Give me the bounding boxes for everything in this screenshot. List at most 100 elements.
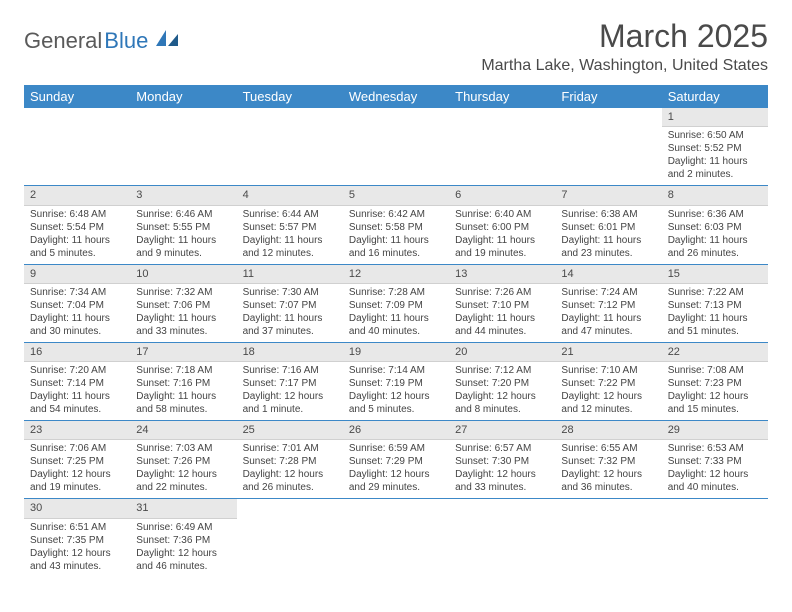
day-number: 18 [237,343,343,362]
daylight-text: Daylight: 11 hours and 30 minutes. [30,312,124,338]
daylight-text: Daylight: 12 hours and 15 minutes. [668,390,762,416]
daylight-text: Daylight: 12 hours and 1 minute. [243,390,337,416]
sunset-text: Sunset: 7:28 PM [243,455,337,468]
daylight-text: Daylight: 11 hours and 26 minutes. [668,234,762,260]
sunrise-text: Sunrise: 6:55 AM [561,442,655,455]
sunrise-text: Sunrise: 7:34 AM [30,286,124,299]
sunrise-text: Sunrise: 6:59 AM [349,442,443,455]
sunrise-text: Sunrise: 7:03 AM [136,442,230,455]
calendar-cell: 27Sunrise: 6:57 AMSunset: 7:30 PMDayligh… [449,421,555,499]
day-content: Sunrise: 7:28 AMSunset: 7:09 PMDaylight:… [343,284,449,342]
day-number: 30 [24,499,130,518]
day-number: 13 [449,265,555,284]
calendar-week: 30Sunrise: 6:51 AMSunset: 7:35 PMDayligh… [24,499,768,577]
sunset-text: Sunset: 7:09 PM [349,299,443,312]
sunrise-text: Sunrise: 7:24 AM [561,286,655,299]
sunrise-text: Sunrise: 7:01 AM [243,442,337,455]
sunrise-text: Sunrise: 6:36 AM [668,208,762,221]
day-content: Sunrise: 7:08 AMSunset: 7:23 PMDaylight:… [662,362,768,420]
sunset-text: Sunset: 7:04 PM [30,299,124,312]
sunset-text: Sunset: 7:26 PM [136,455,230,468]
sunrise-text: Sunrise: 6:50 AM [668,129,762,142]
calendar-cell: 2Sunrise: 6:48 AMSunset: 5:54 PMDaylight… [24,186,130,264]
day-content: Sunrise: 6:50 AMSunset: 5:52 PMDaylight:… [662,127,768,185]
sunrise-text: Sunrise: 7:06 AM [30,442,124,455]
sunset-text: Sunset: 7:23 PM [668,377,762,390]
calendar-table: SundayMondayTuesdayWednesdayThursdayFrid… [24,85,768,577]
daylight-text: Daylight: 12 hours and 29 minutes. [349,468,443,494]
calendar-cell [555,108,661,186]
sunset-text: Sunset: 5:58 PM [349,221,443,234]
daylight-text: Daylight: 12 hours and 33 minutes. [455,468,549,494]
location: Martha Lake, Washington, United States [481,57,768,75]
day-number: 9 [24,265,130,284]
calendar-week: 1Sunrise: 6:50 AMSunset: 5:52 PMDaylight… [24,108,768,186]
sunset-text: Sunset: 7:29 PM [349,455,443,468]
calendar-body: 1Sunrise: 6:50 AMSunset: 5:52 PMDaylight… [24,108,768,577]
sunset-text: Sunset: 7:20 PM [455,377,549,390]
day-content: Sunrise: 7:18 AMSunset: 7:16 PMDaylight:… [130,362,236,420]
sunset-text: Sunset: 7:07 PM [243,299,337,312]
sunset-text: Sunset: 7:10 PM [455,299,549,312]
calendar-cell [449,108,555,186]
day-number: 10 [130,265,236,284]
sunrise-text: Sunrise: 7:26 AM [455,286,549,299]
day-content: Sunrise: 7:32 AMSunset: 7:06 PMDaylight:… [130,284,236,342]
day-number: 4 [237,186,343,205]
calendar-cell: 25Sunrise: 7:01 AMSunset: 7:28 PMDayligh… [237,421,343,499]
day-number: 20 [449,343,555,362]
sunrise-text: Sunrise: 6:48 AM [30,208,124,221]
day-content: Sunrise: 7:20 AMSunset: 7:14 PMDaylight:… [24,362,130,420]
calendar-week: 23Sunrise: 7:06 AMSunset: 7:25 PMDayligh… [24,421,768,499]
calendar-cell [130,108,236,186]
daylight-text: Daylight: 12 hours and 46 minutes. [136,547,230,573]
day-content: Sunrise: 6:46 AMSunset: 5:55 PMDaylight:… [130,206,236,264]
sunrise-text: Sunrise: 7:10 AM [561,364,655,377]
day-number: 22 [662,343,768,362]
day-number: 15 [662,265,768,284]
calendar-cell [343,499,449,577]
day-content: Sunrise: 7:03 AMSunset: 7:26 PMDaylight:… [130,440,236,498]
weekday-header: Friday [555,85,661,108]
day-number: 25 [237,421,343,440]
sunrise-text: Sunrise: 6:57 AM [455,442,549,455]
daylight-text: Daylight: 11 hours and 23 minutes. [561,234,655,260]
calendar-cell: 8Sunrise: 6:36 AMSunset: 6:03 PMDaylight… [662,186,768,264]
day-number: 1 [662,108,768,127]
day-content: Sunrise: 6:38 AMSunset: 6:01 PMDaylight:… [555,206,661,264]
calendar-cell: 5Sunrise: 6:42 AMSunset: 5:58 PMDaylight… [343,186,449,264]
calendar-week: 9 Sunrise: 7:34 AMSunset: 7:04 PMDaylight… [24,264,768,342]
weekday-header: Saturday [662,85,768,108]
sunset-text: Sunset: 7:36 PM [136,534,230,547]
calendar-cell: 21Sunrise: 7:10 AMSunset: 7:22 PMDayligh… [555,342,661,420]
calendar-cell: 17Sunrise: 7:18 AMSunset: 7:16 PMDayligh… [130,342,236,420]
day-number: 27 [449,421,555,440]
day-content: Sunrise: 7:01 AMSunset: 7:28 PMDaylight:… [237,440,343,498]
sunrise-text: Sunrise: 7:28 AM [349,286,443,299]
sunset-text: Sunset: 7:14 PM [30,377,124,390]
daylight-text: Daylight: 12 hours and 40 minutes. [668,468,762,494]
daylight-text: Daylight: 11 hours and 16 minutes. [349,234,443,260]
weekday-header: Tuesday [237,85,343,108]
calendar-cell [555,499,661,577]
daylight-text: Daylight: 11 hours and 12 minutes. [243,234,337,260]
day-content: Sunrise: 7:16 AMSunset: 7:17 PMDaylight:… [237,362,343,420]
day-content: Sunrise: 6:44 AMSunset: 5:57 PMDaylight:… [237,206,343,264]
day-number: 14 [555,265,661,284]
calendar-cell: 19Sunrise: 7:14 AMSunset: 7:19 PMDayligh… [343,342,449,420]
sunset-text: Sunset: 7:13 PM [668,299,762,312]
day-content: Sunrise: 7:06 AMSunset: 7:25 PMDaylight:… [24,440,130,498]
calendar-cell: 24Sunrise: 7:03 AMSunset: 7:26 PMDayligh… [130,421,236,499]
day-content: Sunrise: 6:51 AMSunset: 7:35 PMDaylight:… [24,519,130,577]
sunrise-text: Sunrise: 6:44 AM [243,208,337,221]
day-number: 6 [449,186,555,205]
calendar-cell: 28Sunrise: 6:55 AMSunset: 7:32 PMDayligh… [555,421,661,499]
sunset-text: Sunset: 6:01 PM [561,221,655,234]
day-number: 21 [555,343,661,362]
daylight-text: Daylight: 11 hours and 58 minutes. [136,390,230,416]
calendar-cell [237,499,343,577]
day-content: Sunrise: 7:22 AMSunset: 7:13 PMDaylight:… [662,284,768,342]
sunset-text: Sunset: 5:57 PM [243,221,337,234]
day-content: Sunrise: 7:30 AMSunset: 7:07 PMDaylight:… [237,284,343,342]
calendar-cell: 31Sunrise: 6:49 AMSunset: 7:36 PMDayligh… [130,499,236,577]
